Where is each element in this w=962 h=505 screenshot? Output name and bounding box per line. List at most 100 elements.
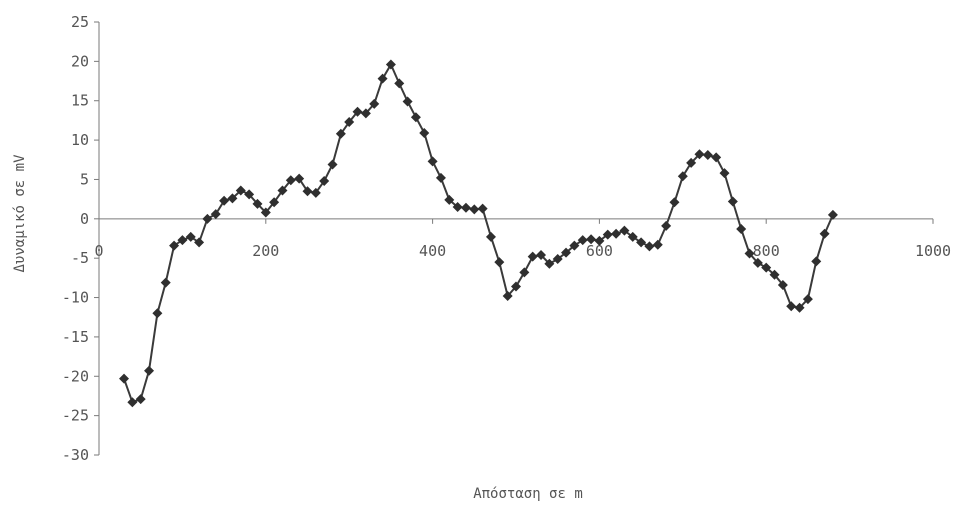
y-tick-label: -25 — [62, 407, 89, 425]
data-point — [327, 159, 338, 170]
data-point — [119, 373, 130, 384]
data-point — [611, 228, 622, 239]
x-tick-label: 200 — [252, 242, 279, 260]
data-point — [527, 251, 538, 262]
y-tick-label: 25 — [71, 13, 89, 31]
x-axis-title: Απόσταση σε m — [473, 486, 583, 502]
data-point — [511, 281, 521, 292]
y-tick-label: 20 — [71, 52, 89, 70]
data-point — [344, 116, 355, 127]
data-point — [352, 106, 363, 117]
data-point — [485, 231, 496, 242]
y-tick-label: -15 — [62, 328, 89, 346]
data-point — [385, 59, 396, 70]
data-point — [536, 250, 547, 261]
data-point — [769, 269, 780, 280]
data-point — [194, 237, 205, 248]
data-point — [269, 197, 280, 208]
data-point — [177, 235, 188, 246]
data-point — [360, 108, 371, 119]
data-point — [744, 248, 755, 259]
data-point — [335, 128, 346, 139]
data-point — [260, 207, 271, 218]
y-tick-label: 0 — [80, 210, 89, 228]
y-tick-group: 25 20 15 10 5 0 -5 -10 -15 -20 -25 -30 — [62, 13, 99, 464]
data-point — [752, 257, 763, 268]
data-point — [819, 228, 830, 239]
data-point — [319, 176, 330, 187]
data-point — [552, 253, 563, 264]
data-point — [777, 279, 788, 290]
data-point — [185, 231, 196, 242]
data-point — [410, 112, 421, 123]
data-point — [711, 152, 722, 163]
data-point — [786, 301, 797, 312]
data-point — [827, 209, 838, 220]
data-point — [544, 258, 555, 269]
data-point — [469, 204, 480, 215]
data-point — [502, 290, 513, 301]
data-point — [152, 308, 163, 319]
data-point — [652, 239, 663, 250]
data-point — [477, 203, 488, 214]
data-point — [427, 156, 438, 167]
data-point — [686, 157, 697, 168]
data-point — [377, 73, 388, 84]
y-tick-label: 10 — [71, 131, 89, 149]
data-point — [252, 198, 263, 209]
data-point — [444, 194, 455, 205]
y-tick-label: -10 — [62, 289, 89, 307]
y-tick-label: -20 — [62, 367, 89, 385]
data-point — [294, 173, 305, 184]
data-point — [394, 78, 405, 89]
data-point — [227, 193, 238, 204]
y-tick-label: -30 — [62, 446, 89, 464]
y-tick-label: 5 — [80, 170, 89, 188]
data-point — [586, 234, 597, 245]
data-point — [627, 231, 638, 242]
data-point — [594, 235, 605, 246]
data-point — [419, 128, 430, 139]
data-point — [435, 172, 446, 183]
data-point — [602, 229, 613, 240]
data-point — [202, 213, 213, 224]
data-point — [694, 149, 705, 160]
data-point — [519, 267, 530, 278]
data-point — [661, 220, 672, 231]
series-group — [119, 59, 838, 408]
data-point — [285, 175, 296, 186]
data-point — [719, 168, 730, 179]
marker-group — [119, 59, 838, 408]
data-point — [460, 202, 471, 213]
series-line — [123, 62, 834, 404]
data-point — [702, 150, 713, 161]
data-point — [160, 277, 171, 288]
data-point — [452, 202, 463, 213]
x-tick-label: 400 — [419, 242, 446, 260]
data-point — [577, 235, 588, 246]
y-axis-title: Δυναμικό σε mV — [12, 154, 28, 273]
data-point — [494, 257, 505, 268]
data-point — [210, 209, 221, 220]
data-point — [636, 237, 647, 248]
data-point — [277, 185, 288, 196]
x-tick-group: 0 200 400 600 800 1000 — [94, 218, 951, 260]
data-point — [761, 262, 772, 273]
data-point — [561, 247, 572, 258]
data-point — [644, 241, 655, 252]
data-point — [369, 98, 380, 109]
data-point — [244, 189, 255, 200]
data-point — [669, 197, 680, 208]
y-tick-label: -5 — [71, 249, 89, 267]
y-tick-label: 15 — [71, 92, 89, 110]
x-tick-label: 800 — [753, 242, 780, 260]
data-point — [402, 96, 413, 107]
data-point — [727, 196, 738, 207]
data-point — [302, 186, 313, 197]
data-point — [811, 256, 822, 267]
data-point — [310, 187, 321, 198]
data-point — [619, 225, 630, 236]
data-point — [127, 397, 138, 408]
